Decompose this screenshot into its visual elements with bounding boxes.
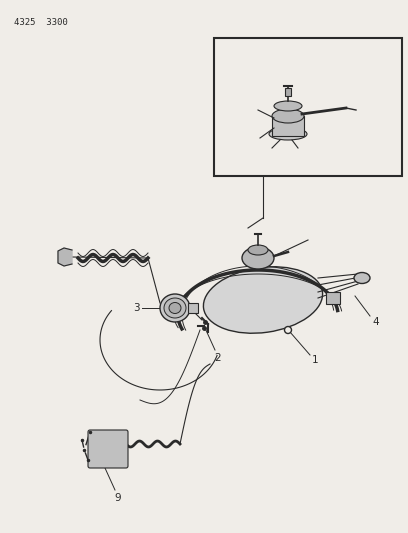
Ellipse shape <box>248 245 268 255</box>
Ellipse shape <box>354 272 370 284</box>
Text: 4325  3300: 4325 3300 <box>14 18 68 27</box>
Text: 9: 9 <box>115 493 121 503</box>
Text: 7: 7 <box>289 55 295 65</box>
Ellipse shape <box>169 303 181 313</box>
Ellipse shape <box>204 266 323 333</box>
Ellipse shape <box>269 128 307 140</box>
Text: 2: 2 <box>215 353 221 363</box>
Text: 5: 5 <box>229 131 235 141</box>
Ellipse shape <box>160 294 190 322</box>
FancyBboxPatch shape <box>88 430 128 468</box>
Bar <box>214 38 402 176</box>
Ellipse shape <box>274 101 302 111</box>
Ellipse shape <box>272 109 304 123</box>
Polygon shape <box>58 248 72 266</box>
Text: 1: 1 <box>312 355 318 365</box>
Bar <box>188 303 198 313</box>
Ellipse shape <box>164 298 186 318</box>
Text: 6: 6 <box>252 90 258 100</box>
Text: 4: 4 <box>373 317 379 327</box>
Ellipse shape <box>242 247 274 269</box>
Text: 8: 8 <box>333 123 339 133</box>
Ellipse shape <box>284 327 291 334</box>
Bar <box>285 88 291 96</box>
Bar <box>326 292 340 304</box>
Bar <box>272 116 304 136</box>
Text: 3: 3 <box>133 303 139 313</box>
